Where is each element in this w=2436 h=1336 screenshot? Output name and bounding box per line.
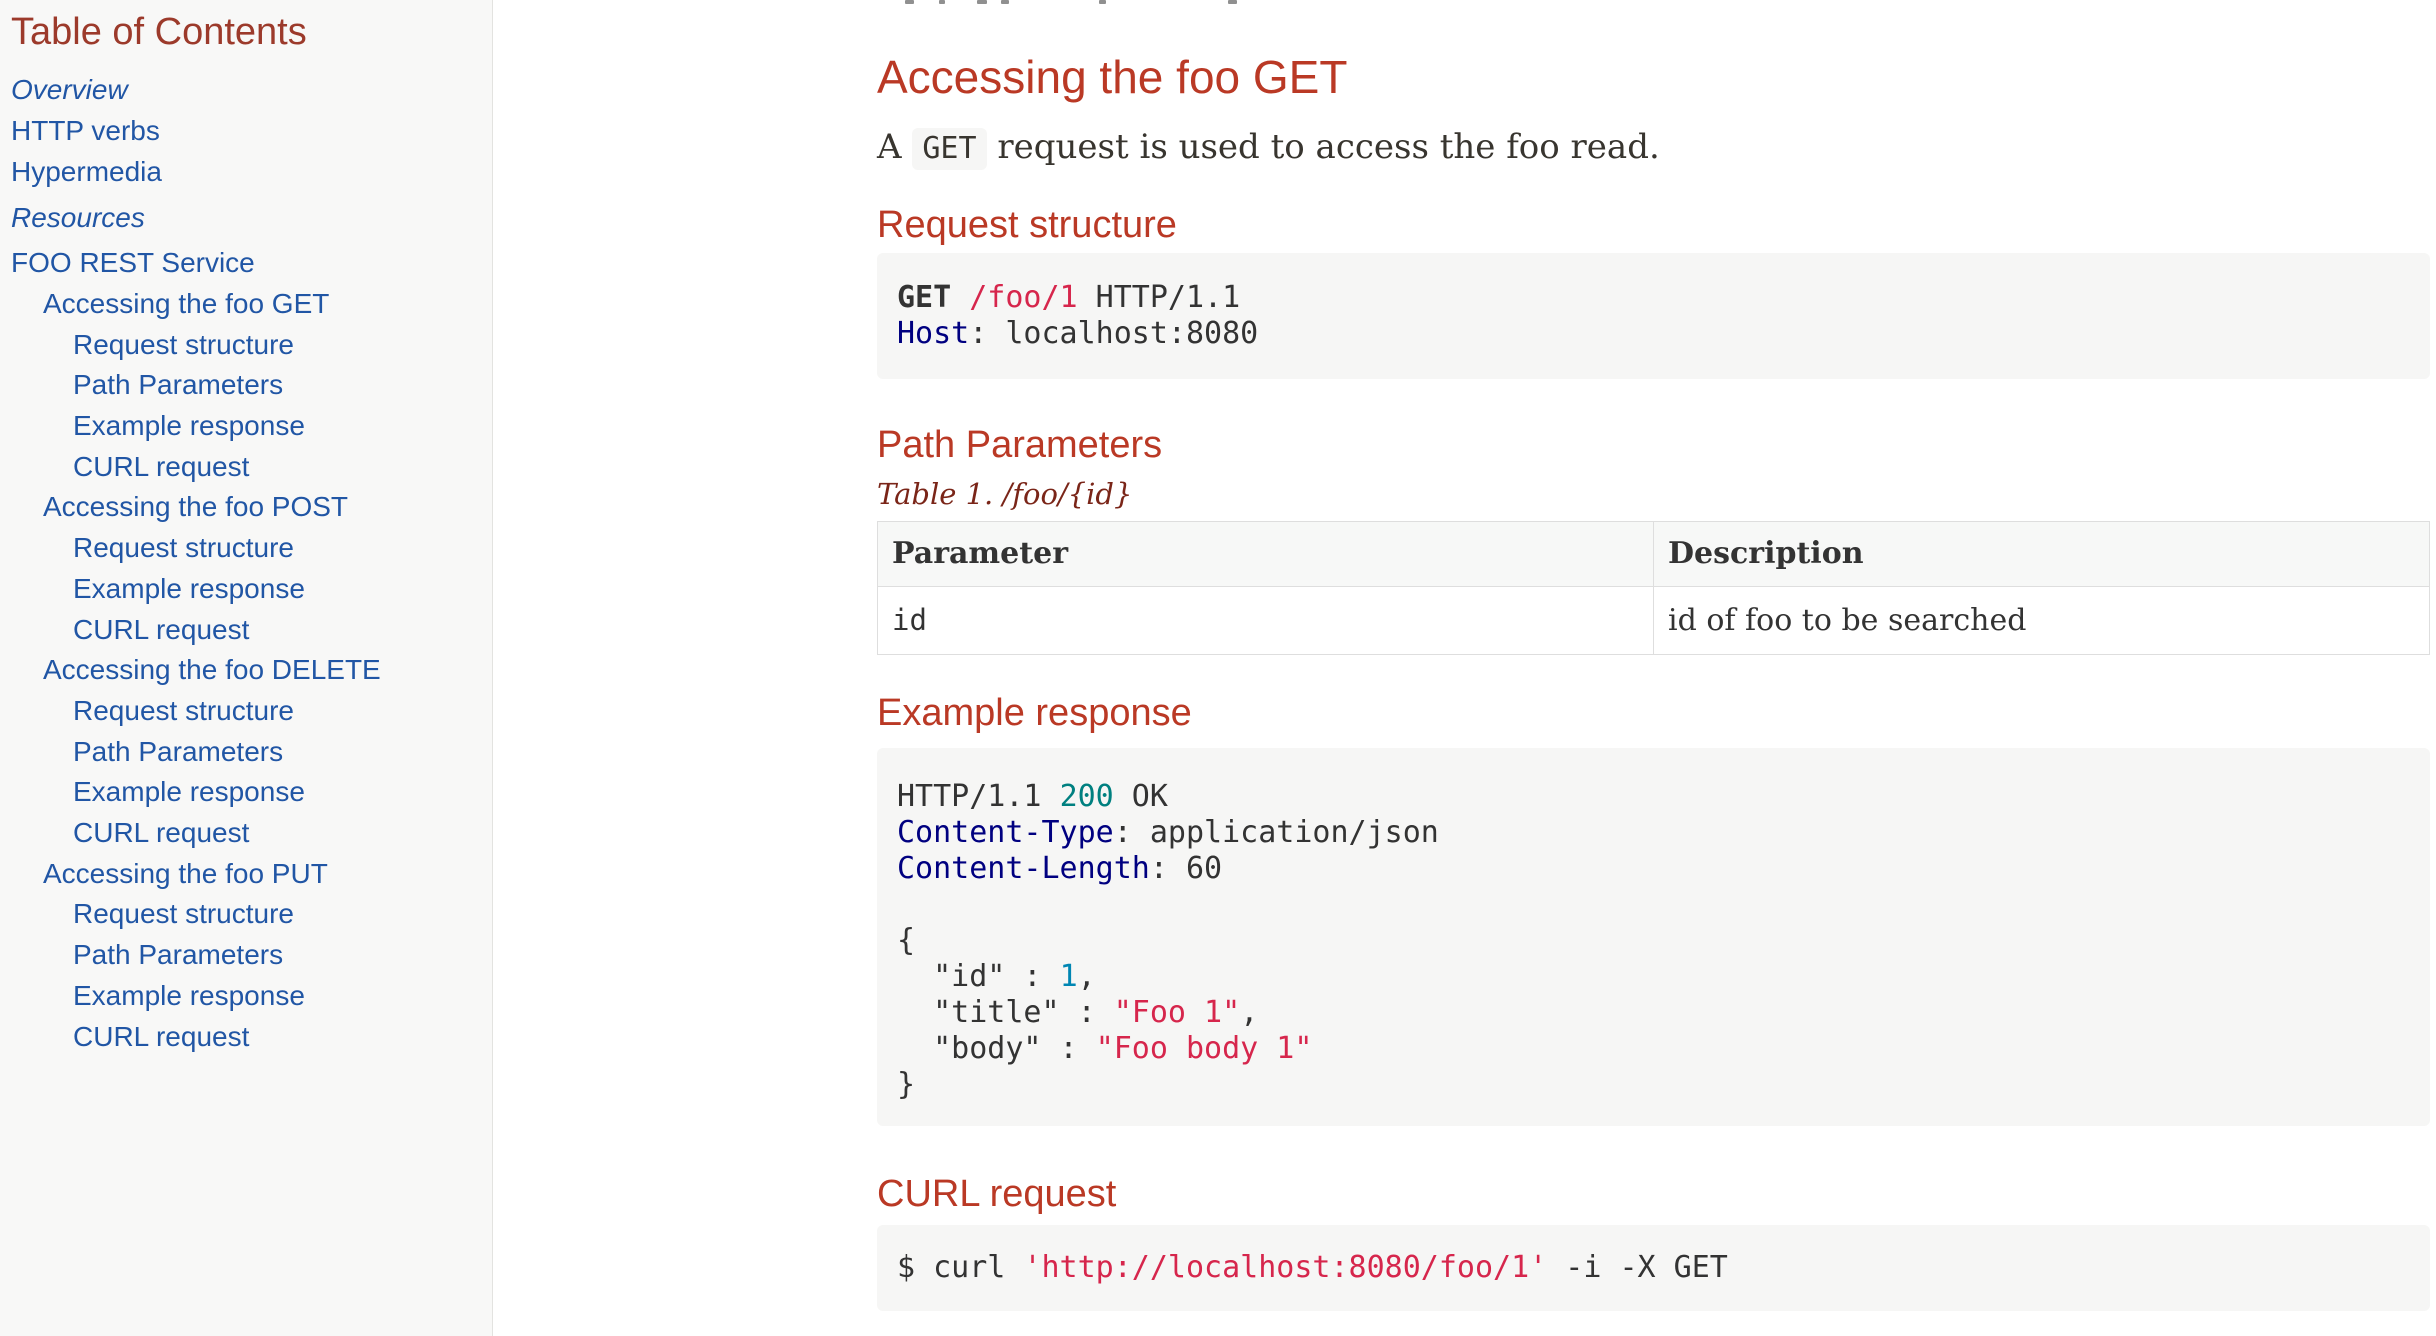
toc-link-example-response[interactable]: Example response [73,979,305,1011]
table-header-description: Description [1653,520,2430,587]
toc-item: Accessing the foo POST [11,487,492,528]
toc-item: Path Parameters [11,365,492,406]
table-caption: Table 1. /foo/{id} [877,477,1133,511]
toc-link-curl-request[interactable]: CURL request [73,817,250,849]
toc-item: Resources [11,198,492,239]
param-description-cell: id of foo to be searched [1653,585,2430,655]
param-name-cell: id [877,585,1654,655]
toc-item: Overview [11,70,492,111]
heading-path-parameters: Path Parameters [877,424,1163,467]
toc-link-accessing-the-foo-post[interactable]: Accessing the foo POST [43,491,349,523]
toc-link-accessing-the-foo-get[interactable]: Accessing the foo GET [43,287,330,319]
toc-link-example-response[interactable]: Example response [73,776,305,808]
toc-link-accessing-the-foo-put[interactable]: Accessing the foo PUT [43,857,328,889]
table-header-row: Parameter Description [877,520,2430,587]
toc-item: FOO REST Service [11,243,492,284]
toc-link-curl-request[interactable]: CURL request [73,450,250,482]
toc-link-resources[interactable]: Resources [11,201,145,233]
heading-curl-request: CURL request [877,1173,1117,1216]
toc-item: Path Parameters [11,935,492,976]
toc-item: Path Parameters [11,732,492,773]
toc-link-curl-request[interactable]: CURL request [73,1020,250,1052]
toc-link-curl-request[interactable]: CURL request [73,613,250,645]
path-parameters-table: Parameter Description id id of foo to be s… [877,520,2430,655]
inline-code-get: GET [912,127,987,170]
intro-paragraph: A GET request is used to access the foo … [877,125,2430,170]
toc-item: Example response [11,976,492,1017]
toc-link-path-parameters[interactable]: Path Parameters [73,369,284,401]
toc-title: Table of Contents [11,11,307,53]
toc-link-hypermedia[interactable]: Hypermedia [11,155,162,187]
toc-item: Accessing the foo GET [11,284,492,325]
toc-link-foo-rest-service[interactable]: FOO REST Service [11,247,255,279]
toc-item: Request structure [11,325,492,366]
intro-text-post: request is used to access the foo read. [986,126,1660,167]
toc-sidebar: Table of Contents Overview HTTP verbs Hype… [0,0,493,1336]
intro-text-pre: A [877,126,913,167]
toc-link-overview[interactable]: Overview [11,74,128,106]
toc-link-accessing-the-foo-delete[interactable]: Accessing the foo DELETE [43,654,381,686]
toc-link-request-structure[interactable]: Request structure [73,328,294,360]
toc-item: CURL request [11,1017,492,1058]
toc-item: CURL request [11,813,492,854]
toc-item: Example response [11,772,492,813]
code-block-request-structure: GET /foo/1 HTTP/1.1 Host: localhost:8080 [877,253,2430,380]
code-block-example-response: HTTP/1.1 200 OK Content-Type: applicatio… [877,748,2430,1127]
heading-example-response: Example response [877,691,1192,734]
code-block-curl-request: $ curl 'http://localhost:8080/foo/1' -i … [877,1224,2430,1311]
section-title: Accessing the foo GET [877,51,1348,103]
toc-link-path-parameters[interactable]: Path Parameters [73,735,284,767]
toc-item: Hypermedia [11,152,492,193]
toc-item: Accessing the foo DELETE [11,650,492,691]
toc-item: CURL request [11,447,492,488]
toc-list: Overview HTTP verbs Hypermedia Resources FOO… [11,70,492,1057]
heading-request-structure: Request structure [877,203,1177,246]
toc-link-http-verbs[interactable]: HTTP verbs [11,115,160,147]
toc-link-request-structure[interactable]: Request structure [73,532,294,564]
toc-link-example-response[interactable]: Example response [73,410,305,442]
table-row: id id of foo to be searched [877,585,2430,655]
toc-link-path-parameters[interactable]: Path Parameters [73,939,284,971]
toc-item: Accessing the foo PUT [11,854,492,895]
toc-link-example-response[interactable]: Example response [73,572,305,604]
toc-item: HTTP verbs [11,111,492,152]
table-header-parameter: Parameter [877,520,1654,587]
clipped-text-remnant [493,0,2436,6]
toc-item: Request structure [11,691,492,732]
main-content: Accessing the foo GET A GET request is u… [493,0,2436,1336]
toc-link-request-structure[interactable]: Request structure [73,898,294,930]
toc-item: Request structure [11,894,492,935]
toc-item: Example response [11,569,492,610]
toc-item: Example response [11,406,492,447]
toc-item: CURL request [11,610,492,651]
toc-item: Request structure [11,528,492,569]
toc-link-request-structure[interactable]: Request structure [73,694,294,726]
